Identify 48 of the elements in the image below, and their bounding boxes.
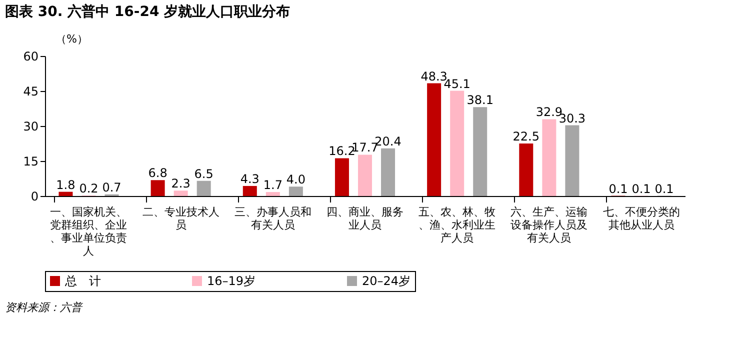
x-tick-label: 七、不便分类的其他从业人员 [602,206,680,232]
y-tick-label: 45 [23,84,38,98]
data-label: 0.1 [608,182,628,196]
data-label: 0.2 [79,182,98,196]
legend-label: 20–24岁 [362,274,411,288]
data-label: 0.1 [654,182,674,196]
bar [450,90,464,196]
bar [288,186,303,196]
y-tick-label: 15 [23,154,38,168]
y-tick-label: 60 [23,50,38,64]
x-tick-label: 三、办事人员和有关人员 [234,206,312,232]
bar [427,83,442,196]
data-label: 22.5 [512,130,540,144]
x-tick-label: 五、农、林、牧、渔、水利业生产人员 [418,206,496,244]
bar [196,180,211,196]
y-tick-label: 30 [23,120,38,134]
bar [381,148,396,196]
data-label: 4.3 [240,172,260,186]
data-label: 6.5 [194,166,214,181]
data-label: 2.3 [171,176,190,191]
x-tick-label: 四、商业、服务业人员 [326,206,404,232]
bar [473,107,488,196]
legend-label: 总 计 [64,274,101,288]
legend-label: 16–19岁 [207,274,256,288]
bar [542,119,556,196]
bar [58,192,73,196]
data-label: 0.1 [632,182,651,196]
y-axis-title: （%） [56,32,88,46]
data-label: 4.0 [286,172,306,187]
x-tick-label: 一、国家机关、党群组织、企业、事业单位负责人 [50,206,128,258]
bar [150,180,165,196]
bar [266,192,280,196]
bar [565,125,580,196]
bar [334,158,349,196]
data-label: 38.1 [466,93,494,108]
bar [358,154,372,196]
text: 资料来源：六普 [5,301,84,314]
data-label: 1.7 [263,178,282,192]
y-tick-label: 0 [30,190,38,204]
x-tick-label: 二、专业技术人员 [142,206,220,232]
bar [519,144,534,196]
data-label: 6.8 [148,166,168,180]
data-label: 1.8 [56,178,76,192]
bar [174,190,188,196]
x-tick-label: 六、生产、运输设备操作人员及有关人员 [510,206,588,244]
bar [242,186,257,196]
chart-title: 图表 30. 六普中 16-24 岁就业人口职业分布 [5,3,290,20]
data-label: 0.7 [102,180,122,194]
